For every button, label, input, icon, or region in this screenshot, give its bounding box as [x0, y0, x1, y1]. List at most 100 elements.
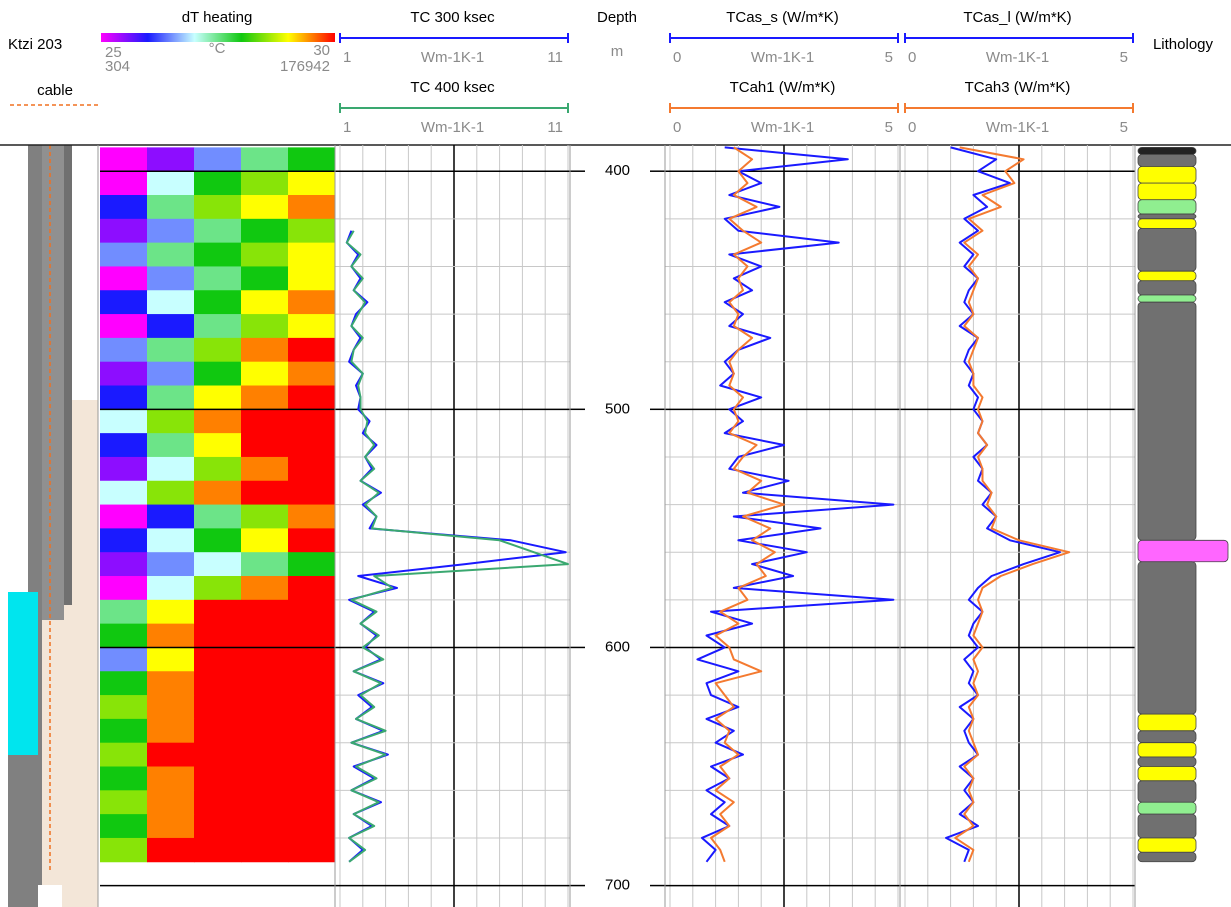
axis-max: 5	[1120, 49, 1128, 66]
heat-cell	[241, 552, 289, 577]
casing	[42, 145, 64, 620]
heat-cell	[241, 623, 289, 648]
heat-cell	[288, 314, 336, 339]
heat-cell	[288, 671, 336, 696]
axis-max: 5	[885, 49, 893, 66]
heat-cell	[100, 671, 148, 696]
heat-cell	[147, 671, 195, 696]
heat-cell	[288, 337, 336, 363]
heat-cell	[288, 599, 336, 625]
heat-cell	[194, 147, 242, 172]
series-title: TC 400 ksec	[410, 79, 495, 96]
heat-cell	[194, 647, 242, 672]
heat-cell	[241, 814, 289, 839]
heat-cell	[194, 837, 242, 863]
series-title: TCah3 (W/m*K)	[965, 79, 1071, 96]
heat-cell	[194, 195, 242, 220]
heat-cell	[100, 718, 148, 744]
heat-cell	[194, 337, 242, 363]
heat-cell	[147, 409, 195, 434]
lithology-title: Lithology	[1153, 36, 1214, 53]
heat-cell	[100, 552, 148, 577]
axis-max: 5	[885, 119, 893, 136]
heat-cell	[241, 337, 289, 363]
depth-title: Depth	[597, 9, 637, 26]
lithology-layer	[1137, 301, 1197, 541]
heat-cell	[147, 218, 195, 244]
heat-cell	[288, 409, 336, 434]
heat-cell	[100, 576, 148, 601]
heat-cell	[194, 742, 242, 768]
heat-cell	[288, 576, 336, 601]
heat-cell	[288, 504, 336, 529]
heat-cell	[147, 147, 195, 172]
series-title: TCah1 (W/m*K)	[730, 79, 836, 96]
heat-cell	[288, 837, 336, 863]
formation	[42, 620, 64, 885]
lithology-layer	[1137, 199, 1197, 215]
heat-cell	[288, 218, 336, 244]
heat-cell	[241, 433, 289, 458]
axis-min: 0	[673, 49, 681, 66]
heat-cell	[194, 695, 242, 720]
lithology-layer	[1137, 561, 1197, 715]
heat-cell	[241, 480, 289, 506]
heat-cell	[288, 742, 336, 768]
axis-unit: Wm-1K-1	[986, 119, 1049, 136]
heat-cell	[288, 766, 336, 791]
heat-cell	[147, 266, 195, 291]
series-title: TC 300 ksec	[410, 9, 495, 26]
axis-unit: Wm-1K-1	[751, 119, 814, 136]
heat-cell	[241, 837, 289, 863]
lithology-layer	[1137, 851, 1197, 863]
heat-cell	[147, 528, 195, 553]
heat-cell	[288, 718, 336, 744]
lithology-layer	[1137, 780, 1197, 803]
heat-cell	[147, 290, 195, 315]
heat-cell	[288, 814, 336, 839]
curve	[710, 146, 785, 863]
heat-cell	[241, 647, 289, 672]
heat-cell	[241, 718, 289, 744]
heat-cell	[100, 218, 148, 244]
heat-cell	[147, 814, 195, 839]
lithology-layer	[1137, 813, 1197, 839]
axis-unit: Wm-1K-1	[421, 119, 484, 136]
heat-cell	[100, 337, 148, 363]
heat-cell	[100, 361, 148, 387]
heat-cell	[241, 361, 289, 387]
heat-cell	[241, 504, 289, 529]
lithology-layer	[1137, 742, 1197, 758]
heat-cell	[100, 647, 148, 672]
heat-cell	[100, 242, 148, 267]
heat-cell	[194, 790, 242, 815]
lithology-layer	[1137, 756, 1197, 767]
heat-cell	[194, 361, 242, 387]
heat-cell	[194, 433, 242, 458]
heat-cell	[100, 766, 148, 791]
depth-label: 500	[605, 400, 630, 417]
axis-max: 11	[547, 119, 563, 136]
heat-cell	[194, 504, 242, 529]
casing	[64, 145, 72, 605]
lithology-layer	[1137, 270, 1197, 282]
heat-cell	[288, 480, 336, 506]
heat-cell	[100, 147, 148, 172]
heat-cell	[241, 385, 289, 410]
heat-cell	[194, 718, 242, 744]
heat-cell	[241, 766, 289, 791]
heat-cell	[194, 290, 242, 315]
lithology-layer	[1137, 182, 1197, 201]
lithology-layer	[1137, 213, 1197, 220]
heat-cell	[100, 480, 148, 506]
heat-cell	[194, 385, 242, 410]
heat-cell	[147, 742, 195, 768]
heat-cell	[241, 456, 289, 482]
heat-cell	[147, 695, 195, 720]
colorbar-unit: °C	[209, 40, 226, 57]
axis-min: 0	[908, 119, 916, 136]
axis-min: 1	[343, 49, 351, 66]
heat-cell	[100, 599, 148, 625]
heat-cell	[241, 695, 289, 720]
heat-cell	[100, 623, 148, 648]
